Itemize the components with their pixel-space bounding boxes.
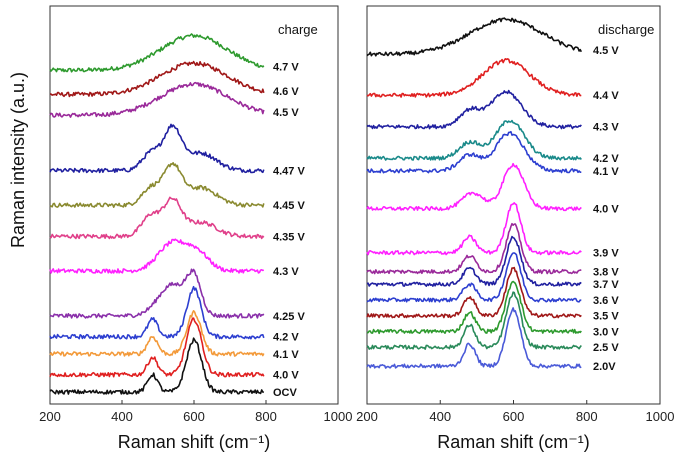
spectrum-4-5-v (366, 17, 583, 57)
series-label: 3.5 V (593, 311, 619, 323)
spectrum-4-47-v (49, 123, 265, 174)
spectrum-3-9-v (366, 202, 582, 256)
spectrum-3-6-v (366, 252, 582, 303)
spectrum-4-0-v (49, 317, 265, 378)
x-tick-label: 400 (111, 409, 133, 424)
series-label: 4.5 V (273, 107, 299, 119)
series-label: 4.5 V (593, 45, 619, 57)
series-label: 2.0V (593, 361, 616, 373)
spectrum-4-3-v (366, 89, 582, 130)
series-label: 4.25 V (273, 311, 305, 323)
series-label: 4.1 V (593, 166, 619, 178)
spectrum-4-45-v (49, 162, 265, 208)
series-label: 4.1 V (273, 349, 299, 361)
series-label: 4.0 V (273, 370, 299, 382)
spectrum-3-0-v (366, 280, 582, 335)
x-tick-label: 1000 (646, 409, 675, 424)
series-label: 2.5 V (593, 342, 619, 354)
panel-discharge: 200 400 600 800 1000 Raman shift (cm⁻¹) discha… (356, 5, 675, 452)
series-label: 4.0 V (593, 204, 619, 216)
spectrum-3-5-v (366, 266, 582, 319)
spectrum-4-6-v (49, 60, 265, 98)
spectrum-2-0v (366, 307, 582, 369)
x-tick-label: 800 (576, 409, 598, 424)
series-label: 4.4 V (593, 90, 619, 102)
series-label: 3.7 V (593, 279, 619, 291)
spectrum-4-2-v (366, 119, 582, 161)
series-label: 3.6 V (593, 295, 619, 307)
series-label: 4.3 V (593, 122, 619, 134)
series-label: 3.8 V (593, 267, 619, 279)
x-tick-label: 800 (255, 409, 277, 424)
series-label: 4.45 V (273, 200, 305, 212)
series-label: 3.9 V (593, 248, 619, 260)
x-tick-label: 600 (503, 409, 525, 424)
series-label: 3.0 V (593, 326, 619, 338)
spectrum-4-25-v (49, 268, 265, 319)
spectrum-2-5-v (366, 291, 582, 350)
series-label: 4.3 V (273, 266, 299, 278)
x-tick-label: 200 (39, 409, 61, 424)
x-axis-label: Raman shift (cm⁻¹) (437, 432, 590, 452)
series-label: 4.2 V (273, 332, 299, 344)
series-label: OCV (273, 387, 298, 399)
series-label: 4.47 V (273, 166, 305, 178)
x-tick-label: 200 (356, 409, 378, 424)
x-tick-label: 600 (183, 409, 205, 424)
spectrum-4-1-v (366, 130, 582, 174)
panel-charge: 200 400 600 800 1000 Raman shift (cm⁻¹) charge… (39, 5, 353, 452)
series-label: 4.7 V (273, 62, 299, 74)
spectrum-3-7-v (366, 235, 582, 287)
panel-title: discharge (598, 22, 654, 37)
spectrum-4-3-v (49, 238, 264, 274)
x-tick-label: 400 (429, 409, 451, 424)
spectrum-ocv (49, 337, 265, 395)
series-label: 4.2 V (593, 153, 619, 165)
spectrum-4-0-v (366, 162, 582, 212)
spectrum-4-35-v (49, 196, 265, 240)
x-tick-label: 1000 (324, 409, 353, 424)
x-axis-label: Raman shift (cm⁻¹) (118, 432, 271, 452)
spectrum-4-5-v (49, 81, 265, 118)
spectrum-3-8-v (366, 222, 582, 275)
spectrum-4-7-v (49, 33, 265, 73)
spectrum-4-1-v (49, 309, 265, 357)
series-label: 4.6 V (273, 86, 299, 98)
series-label: 4.35 V (273, 231, 305, 243)
spectrum-4-4-v (366, 57, 582, 98)
spectrum-4-2-v (49, 285, 265, 340)
y-axis-label: Raman intensity (a.u.) (8, 72, 28, 248)
panel-title: charge (278, 22, 318, 37)
